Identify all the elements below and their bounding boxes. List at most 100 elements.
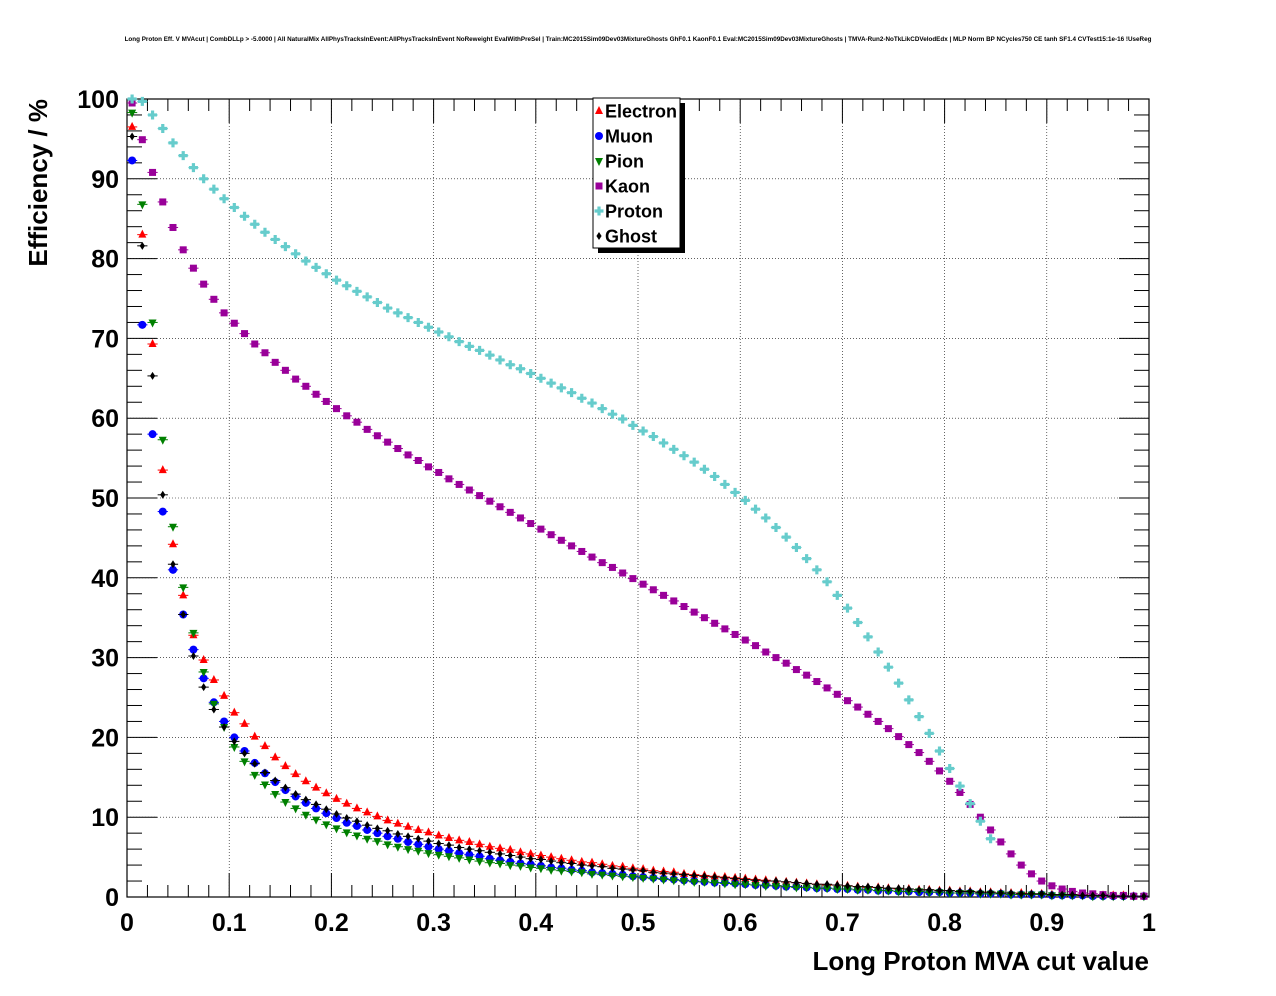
- data-point: [393, 308, 403, 318]
- data-point: [385, 826, 391, 835]
- data-point: [558, 858, 564, 867]
- data-point: [721, 625, 729, 633]
- data-point: [812, 565, 822, 575]
- data-point: [824, 880, 830, 889]
- data-point: [597, 404, 607, 414]
- data-point: [436, 839, 442, 848]
- data-point: [137, 96, 147, 106]
- data-point: [313, 800, 319, 809]
- data-point: [720, 880, 729, 889]
- data-point: [291, 805, 300, 814]
- data-point: [230, 707, 239, 716]
- data-point: [1110, 892, 1116, 901]
- data-point: [322, 788, 331, 797]
- data-point: [424, 842, 433, 851]
- data-point: [342, 798, 351, 807]
- data-point: [516, 514, 524, 522]
- data-point: [691, 871, 697, 880]
- data-point: [965, 799, 975, 809]
- data-point: [526, 848, 535, 857]
- data-point: [762, 648, 770, 656]
- data-point: [383, 841, 392, 850]
- data-point: [536, 373, 546, 383]
- data-point: [496, 503, 504, 511]
- data-point: [833, 690, 841, 698]
- data-point: [650, 868, 656, 877]
- data-point: [260, 741, 269, 750]
- data-point: [312, 390, 320, 398]
- y-tick-label: 30: [91, 645, 119, 673]
- data-point: [547, 866, 556, 875]
- data-point: [791, 542, 801, 552]
- data-point: [373, 432, 381, 440]
- data-point: [773, 877, 779, 886]
- data-point: [323, 805, 329, 814]
- data-point: [342, 829, 351, 838]
- data-point: [854, 703, 862, 711]
- data-point: [977, 888, 983, 897]
- data-point: [812, 885, 821, 894]
- data-point: [138, 320, 147, 329]
- data-point: [771, 523, 781, 533]
- data-point: [528, 854, 534, 863]
- data-point: [495, 355, 505, 365]
- data-point: [874, 887, 883, 896]
- data-point: [179, 246, 187, 254]
- data-point: [579, 861, 585, 870]
- legend-marker-muon: [595, 132, 603, 140]
- data-point: [281, 366, 289, 374]
- data-point: [659, 876, 668, 885]
- data-point: [577, 393, 587, 403]
- data-point: [823, 684, 831, 692]
- x-tick-label: 0: [120, 909, 134, 937]
- data-point: [271, 358, 279, 366]
- data-point: [986, 834, 996, 844]
- data-point: [158, 124, 168, 134]
- data-point: [752, 876, 759, 885]
- legend-label-proton: Proton: [605, 202, 663, 222]
- x-tick-label: 0.1: [212, 909, 247, 937]
- data-point: [863, 886, 872, 895]
- data-point: [1048, 882, 1056, 890]
- data-point: [946, 777, 954, 785]
- data-point: [731, 881, 740, 890]
- data-point: [383, 815, 392, 824]
- data-point: [395, 829, 401, 838]
- data-point: [925, 757, 933, 765]
- legend-marker-ghost: [596, 232, 602, 240]
- x-tick-label: 0.5: [621, 909, 656, 937]
- data-point: [333, 405, 341, 413]
- data-point: [1027, 870, 1035, 878]
- data-point: [557, 853, 566, 862]
- data-point: [139, 241, 145, 250]
- legend: Electron Muon Pion Kaon Proton Ghost: [592, 97, 685, 253]
- data-point: [598, 871, 607, 880]
- data-point: [496, 860, 505, 869]
- data-point: [464, 341, 474, 351]
- data-point: [311, 262, 321, 272]
- legend-label-pion: Pion: [605, 152, 644, 172]
- data-point: [475, 839, 484, 848]
- legend-label-ghost: Ghost: [605, 227, 657, 247]
- data-point: [547, 852, 556, 861]
- data-point: [945, 764, 955, 774]
- data-point: [568, 542, 576, 550]
- data-point: [1049, 890, 1055, 899]
- data-point: [455, 480, 463, 488]
- data-point: [404, 451, 412, 459]
- data-point: [947, 886, 953, 895]
- data-point: [344, 813, 350, 822]
- data-point: [333, 810, 340, 819]
- data-point: [1028, 889, 1035, 898]
- data-point: [231, 737, 237, 746]
- legend-marker-kaon: [595, 182, 603, 190]
- data-point: [148, 430, 157, 439]
- data-point: [700, 614, 708, 622]
- data-point: [1090, 891, 1096, 900]
- data-point: [445, 475, 453, 483]
- data-point: [446, 841, 452, 850]
- data-point: [669, 444, 679, 454]
- data-point: [170, 560, 176, 569]
- legend-marker-proton: [594, 206, 604, 216]
- data-point: [722, 873, 728, 882]
